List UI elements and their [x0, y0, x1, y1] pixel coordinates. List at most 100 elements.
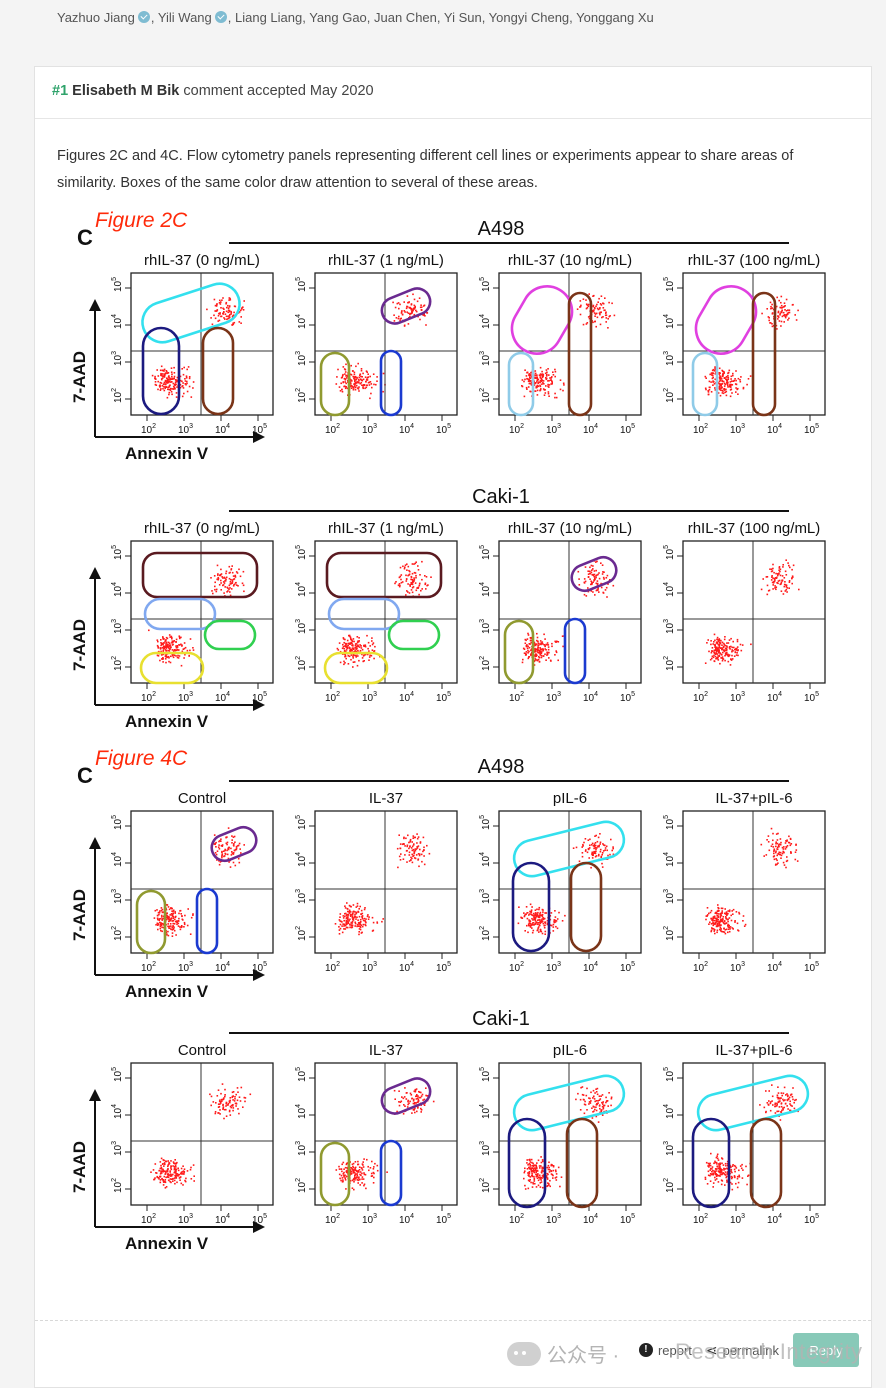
tick-exponent: 4 [778, 691, 782, 698]
scatter-point [532, 912, 535, 915]
scatter-point [345, 646, 347, 648]
x-tick-label: 104 [767, 691, 782, 704]
scatter-point [524, 369, 526, 371]
scatter-point [598, 308, 601, 310]
scatter-point [588, 1103, 590, 1105]
scatter-point [357, 640, 359, 642]
plot-frame [130, 1062, 274, 1206]
scatter-point [721, 1169, 723, 1171]
y-tick-label: 104 [295, 582, 308, 597]
scatter-point [596, 583, 599, 586]
scatter-point [346, 1167, 348, 1169]
scatter-point [217, 578, 219, 581]
comment-author[interactable]: Elisabeth M Bik [72, 83, 180, 99]
scatter-point [738, 1176, 741, 1178]
scatter-point [414, 572, 417, 574]
scatter-point [232, 1107, 235, 1109]
scatter-point [215, 1102, 217, 1104]
tick-exponent: 5 [263, 423, 267, 430]
permalink-link[interactable]: ⋖ permalink [706, 1342, 779, 1359]
scatter-point [169, 389, 172, 391]
scatter-point [220, 315, 223, 318]
scatter-point [712, 916, 714, 919]
tick-exponent: 5 [631, 961, 635, 968]
scatter-point [422, 850, 424, 853]
author-link[interactable]: , Yili Wang [150, 10, 212, 25]
scatter-point [347, 910, 349, 913]
scatter-point [779, 853, 781, 856]
scatter-point [227, 309, 230, 311]
scatter-point [719, 662, 721, 665]
scatter-point [220, 840, 222, 842]
scatter-point [167, 386, 169, 389]
tick-exponent: 5 [815, 1213, 819, 1220]
scatter-point [589, 570, 591, 573]
scatter-point [217, 314, 220, 317]
scatter-point [407, 565, 410, 568]
scatter-point [228, 846, 230, 849]
scatter-point [558, 911, 560, 914]
scatter-point [785, 298, 788, 301]
scatter-point [595, 855, 598, 857]
scatter-point [547, 380, 549, 382]
x-tick-label: 103 [178, 1213, 193, 1226]
scatter-point [154, 1177, 156, 1179]
scatter-point [225, 570, 228, 573]
scatter-point [161, 377, 164, 379]
scatter-point [794, 1099, 796, 1102]
scatter-point [334, 923, 337, 925]
scatter-point [539, 651, 542, 653]
scatter-point [741, 1163, 743, 1166]
scatter-point [776, 1102, 778, 1105]
scatter-point [422, 836, 425, 839]
scatter-point [552, 1165, 555, 1167]
scatter-point [723, 638, 726, 641]
scatter-point [719, 1170, 721, 1173]
scatter-point [173, 1167, 176, 1170]
scatter-point [179, 910, 181, 912]
scatter-point [779, 1100, 781, 1102]
scatter-point [338, 1168, 341, 1170]
scatter-point [406, 311, 408, 313]
comment-number[interactable]: #1 [52, 83, 69, 99]
scatter-point [413, 857, 416, 859]
scatter-point [345, 1175, 348, 1178]
scatter-point [554, 375, 556, 378]
tick-exponent: 3 [663, 1141, 670, 1145]
scatter-point [795, 319, 798, 321]
scatter-point [214, 588, 216, 591]
tick-exponent: 5 [263, 691, 267, 698]
scatter-point [549, 659, 552, 662]
scatter-point [343, 919, 345, 922]
scatter-point [219, 1102, 222, 1104]
author-link[interactable]: Yazhuo Jiang [57, 10, 135, 25]
scatter-point [355, 378, 358, 381]
scatter-point [400, 317, 402, 320]
scatter-point [549, 379, 552, 381]
scatter-point [542, 643, 544, 645]
scatter-point [232, 861, 235, 864]
scatter-point [157, 923, 160, 926]
scatter-point [426, 844, 428, 847]
scatter-point [595, 305, 597, 308]
scatter-point [721, 389, 723, 392]
scatter-point [602, 1107, 605, 1110]
scatter-point [168, 650, 171, 652]
scatter-point [593, 294, 595, 297]
scatter-point [594, 1100, 596, 1103]
scatter-point [722, 916, 725, 918]
reply-button[interactable]: Reply [793, 1333, 859, 1367]
scatter-point [768, 589, 771, 592]
tick-exponent: 2 [111, 926, 118, 930]
tick-exponent: 3 [111, 889, 118, 893]
scatter-point [588, 1097, 590, 1099]
report-link[interactable]: ! report [638, 1343, 692, 1358]
scatter-point [172, 656, 175, 659]
scatter-point [163, 647, 166, 650]
scatter-point [552, 930, 555, 932]
scatter-point [721, 1162, 723, 1165]
scatter-point [352, 912, 354, 915]
scatter-point [354, 1174, 356, 1177]
scatter-point [411, 312, 413, 314]
scatter-point [531, 1172, 533, 1175]
